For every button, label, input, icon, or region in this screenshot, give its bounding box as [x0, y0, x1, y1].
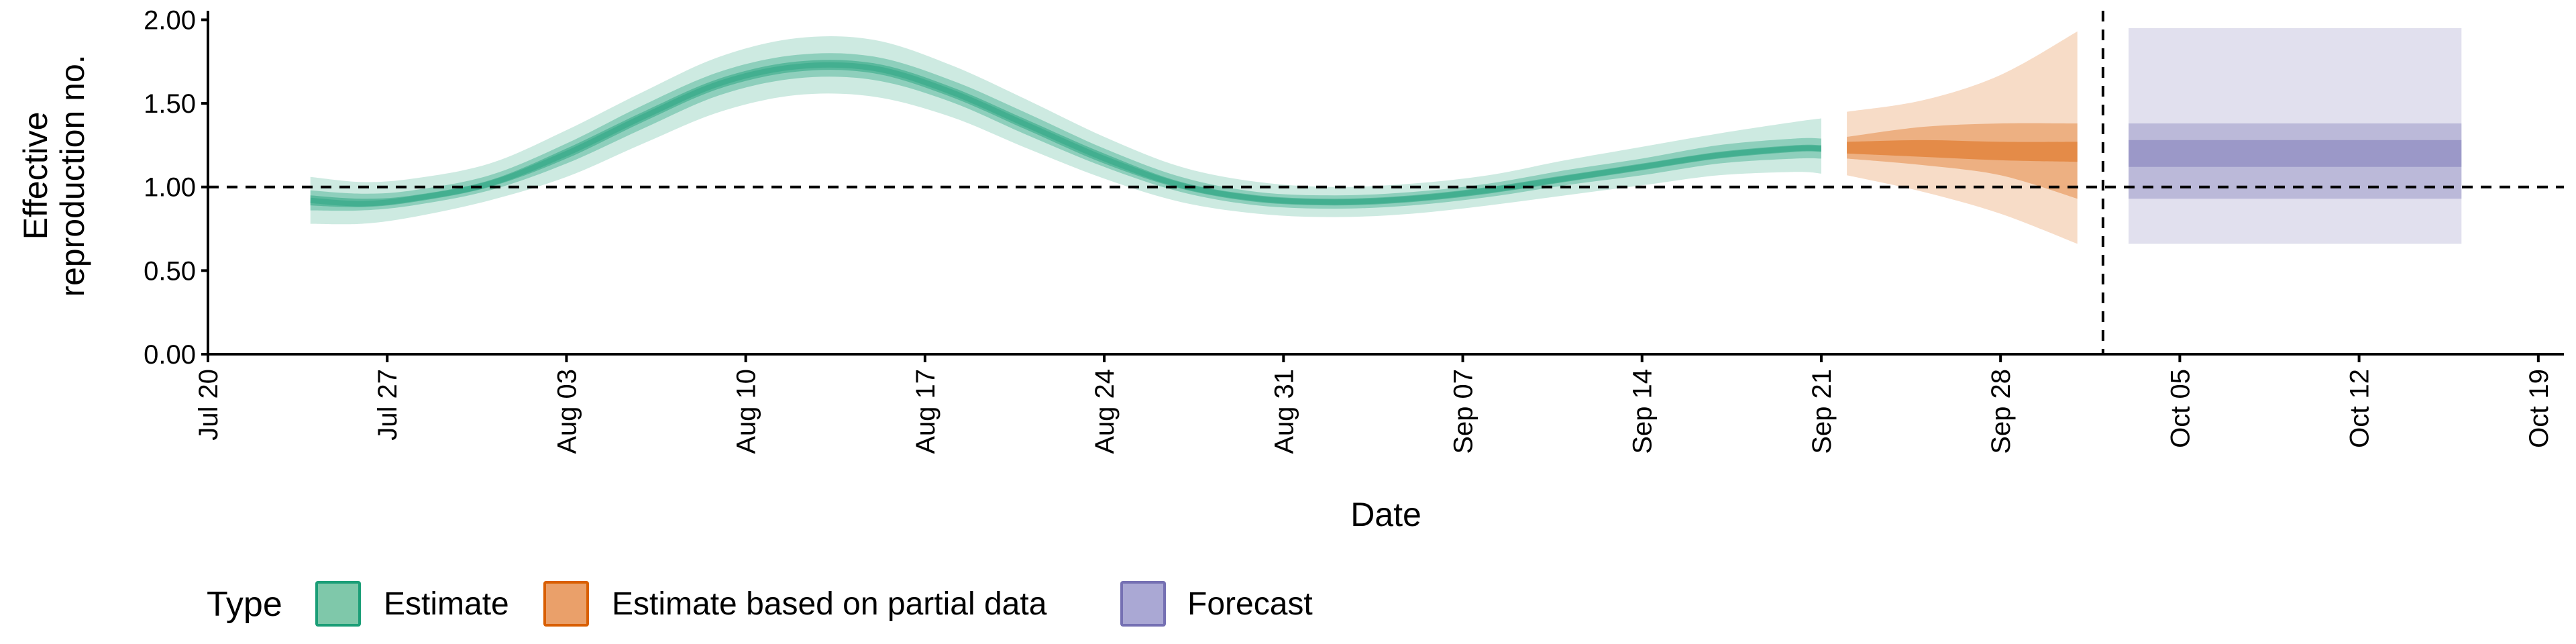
- x-tick-label: Sep 07: [1449, 369, 1479, 454]
- band-20-forecast: [2129, 140, 2462, 167]
- legend-swatch-forecast: [1120, 581, 1166, 627]
- median-lines: [310, 62, 1822, 207]
- band-90-estimate: [310, 36, 1822, 225]
- x-tick-label: Sep 28: [1986, 369, 2016, 454]
- x-tick-label: Sep 21: [1807, 369, 1837, 454]
- legend-label-estimate: Estimate: [384, 586, 509, 622]
- x-axis-title: Date: [1350, 496, 1421, 533]
- legend-item-estimate: Estimate: [315, 581, 509, 627]
- band-50-estimate: [310, 53, 1822, 211]
- legend-title: Type: [207, 585, 282, 624]
- y-axis-title-line-2: reproduction no.: [54, 54, 91, 297]
- x-ticks: Jul 20 Jul 27 Aug 03 Aug 10 Aug 17 Aug 24 Aug …: [194, 354, 2554, 454]
- x-tick-label: Aug 31: [1269, 369, 1299, 454]
- legend-label-partial: Estimate based on partial data: [612, 586, 1047, 622]
- band-50-estimate-based-on-partial-data: [1847, 123, 2078, 199]
- median-line-estimate: [310, 62, 1822, 207]
- y-axis-title-line-1: Effective: [17, 112, 54, 240]
- band-90-estimate-based-on-partial-data: [1847, 31, 2078, 244]
- y-tick-label: 1.00: [144, 173, 196, 203]
- legend-item-partial: Estimate based on partial data: [543, 581, 1047, 627]
- x-tick-label: Aug 10: [732, 369, 761, 454]
- legend-swatch-estimate: [315, 581, 361, 627]
- band-50-forecast: [2129, 123, 2462, 199]
- y-tick-label: 1.50: [144, 89, 196, 119]
- band-20-estimate-based-on-partial-data: [1847, 140, 2078, 162]
- x-tick-label: Aug 03: [552, 369, 582, 454]
- x-axis: Jul 20 Jul 27 Aug 03 Aug 10 Aug 17 Aug 24 Aug …: [194, 353, 2564, 454]
- legend-swatch-partial: [543, 581, 589, 627]
- x-tick-label: Jul 27: [373, 369, 402, 441]
- uncertainty-bands: [310, 28, 2462, 244]
- band-90-forecast: [2129, 28, 2462, 244]
- y-tick-label: 0.00: [144, 340, 196, 370]
- y-tick-label: 0.50: [144, 256, 196, 286]
- y-axis: 0.00 0.50 1.00 1.50 2.00: [144, 5, 209, 370]
- x-tick-label: Oct 05: [2165, 369, 2195, 448]
- x-tick-label: Oct 12: [2345, 369, 2375, 448]
- x-tick-label: Oct 19: [2524, 369, 2554, 448]
- legend: Type Estimate Estimate based on partial …: [207, 581, 1313, 627]
- x-tick-label: Aug 24: [1090, 369, 1120, 454]
- x-tick-label: Jul 20: [194, 369, 223, 441]
- band-20-estimate: [310, 60, 1822, 207]
- y-ticks: 0.00 0.50 1.00 1.50 2.00: [144, 5, 208, 370]
- x-tick-label: Sep 14: [1628, 369, 1658, 454]
- legend-label-forecast: Forecast: [1187, 586, 1313, 622]
- x-tick-label: Aug 17: [911, 369, 941, 454]
- legend-item-forecast: Forecast: [1120, 581, 1313, 627]
- y-tick-label: 2.00: [144, 5, 196, 35]
